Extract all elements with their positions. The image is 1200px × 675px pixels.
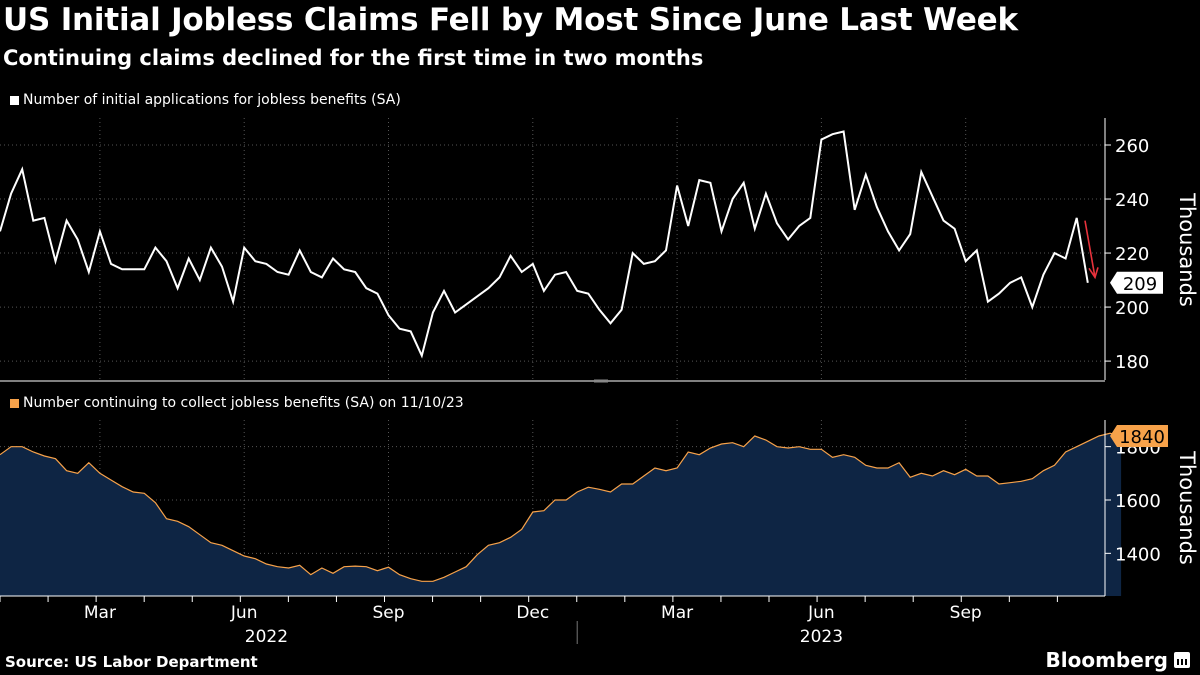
chart-subtitle: Continuing claims declined for the first… [3, 46, 704, 70]
bottom-y-axis-label: Thousands [1175, 450, 1199, 565]
continuing-claims-callout-label: 1840 [1119, 427, 1165, 448]
bloomberg-terminal-icon [1174, 652, 1190, 668]
legend-initial-claims: Number of initial applications for joble… [10, 92, 401, 108]
x-month-label-5: Jun [807, 603, 835, 623]
legend-initial-claims-label: Number of initial applications for joble… [23, 92, 401, 108]
legend-continuing-claims-label: Number continuing to collect jobless ben… [23, 395, 464, 411]
x-year-label-1: 2023 [800, 627, 843, 647]
x-month-label-6: Sep [950, 603, 982, 623]
decline-arrow-head [1088, 267, 1099, 280]
x-year-label-0: 2022 [245, 627, 288, 647]
bottom-ytick-label-1: 1600 [1115, 491, 1161, 512]
x-month-label-4: Mar [661, 603, 693, 623]
decline-arrow-shaft [1084, 220, 1096, 278]
top-ytick-label-2: 220 [1115, 244, 1149, 265]
x-month-label-3: Dec [516, 603, 549, 623]
continuing-claims-line [0, 432, 1122, 582]
bottom-ytick-label-0: 1400 [1115, 544, 1161, 565]
source-note: Source: US Labor Department [5, 653, 258, 671]
x-month-label-1: Jun [230, 603, 258, 623]
continuing-claims-callout-box [1110, 425, 1168, 447]
continuing-claims-area [0, 433, 1122, 596]
bloomberg-logo: Bloomberg [1046, 648, 1190, 672]
legend-swatch-orange [10, 398, 19, 408]
top-y-axis-label: Thousands [1175, 192, 1199, 307]
legend-swatch-white [10, 95, 19, 105]
top-ytick-label-3: 240 [1115, 190, 1149, 211]
legend-continuing-claims: Number continuing to collect jobless ben… [10, 395, 464, 411]
top-ytick-label-1: 200 [1115, 298, 1149, 319]
top-ytick-label-0: 180 [1115, 352, 1149, 373]
top-panel-grid [0, 118, 1105, 380]
decline-arrow [1084, 220, 1099, 280]
top-ytick-label-4: 260 [1115, 136, 1149, 157]
x-tick-labels: Mar Jun Sep Dec Mar Jun Sep 2022 2023 [84, 603, 982, 647]
axes [0, 118, 1111, 644]
x-month-label-0: Mar [84, 603, 116, 623]
top-y-tick-labels: 180 200 220 240 260 [1115, 136, 1149, 373]
brand-name: Bloomberg [1045, 648, 1168, 672]
x-month-label-2: Sep [372, 603, 404, 623]
last-value-callouts: 209 1840 [1110, 271, 1168, 448]
initial-claims-callout-box [1110, 271, 1163, 294]
initial-claims-line [0, 130, 1089, 359]
initial-claims-callout-label: 209 [1123, 274, 1157, 295]
chart-title: US Initial Jobless Claims Fell by Most S… [3, 2, 1018, 38]
